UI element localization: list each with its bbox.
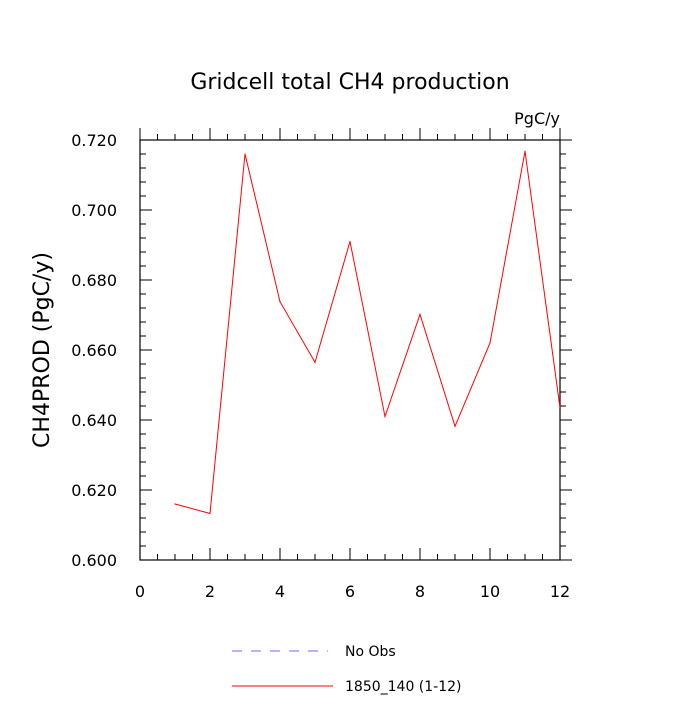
data-point [244, 153, 246, 155]
legend: No Obs 1850_140 (1-12) [232, 644, 462, 695]
data-point [489, 342, 491, 344]
x-tick-label: 8 [415, 582, 425, 601]
chart-title: Gridcell total CH4 production [190, 70, 509, 95]
tick-labels: 0 2 4 6 8 10 12 0.600 0.620 0.640 0.660 0.680 0.700 0… [71, 131, 570, 601]
data-point [524, 150, 526, 152]
y-tick-label: 0.700 [71, 201, 117, 220]
plot-frame [139, 139, 561, 561]
data-point [279, 301, 281, 303]
data-point [349, 240, 351, 243]
x-tick-label: 12 [550, 582, 570, 601]
legend-label: No Obs [345, 644, 396, 660]
y-tick-label: 0.720 [71, 131, 117, 150]
data-point [454, 425, 456, 427]
data-point [559, 407, 561, 409]
y-tick-label: 0.620 [71, 481, 117, 500]
axis-ticks [139, 128, 572, 561]
units-label: PgC/y [514, 109, 560, 128]
x-tick-label: 2 [205, 582, 215, 601]
data-point [209, 512, 211, 515]
y-axis-label: CH4PROD (PgC/y) [30, 252, 55, 448]
y-tick-label: 0.640 [71, 411, 117, 430]
x-tick-label: 4 [275, 582, 285, 601]
series-line [174, 151, 561, 515]
x-tick-label: 10 [480, 582, 500, 601]
data-point [419, 313, 421, 315]
series-layer [174, 150, 561, 515]
data-point [174, 503, 176, 505]
x-tick-label: 6 [345, 582, 355, 601]
y-tick-label: 0.680 [71, 271, 117, 290]
x-tick-label: 0 [135, 582, 145, 601]
legend-label: 1850_140 (1-12) [345, 679, 462, 695]
y-tick-label: 0.660 [71, 341, 117, 360]
data-point [314, 361, 316, 363]
data-point [384, 415, 386, 418]
y-tick-label: 0.600 [71, 551, 117, 570]
